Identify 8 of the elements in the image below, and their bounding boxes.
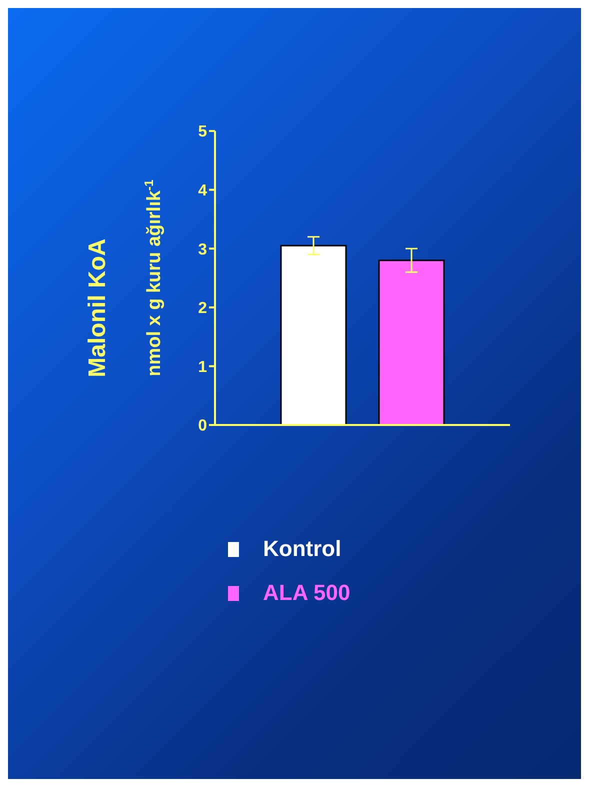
y-tick-label: 4 [198,182,208,200]
y-tick-label: 0 [198,418,208,435]
y-tick-label: 1 [198,358,208,376]
y-tick-label: 3 [198,241,208,258]
y-tick-label: 5 [198,124,208,141]
legend-label: ALA 500 [263,580,350,606]
y-tick-label: 2 [198,300,208,318]
text: Kontrol [263,536,342,562]
